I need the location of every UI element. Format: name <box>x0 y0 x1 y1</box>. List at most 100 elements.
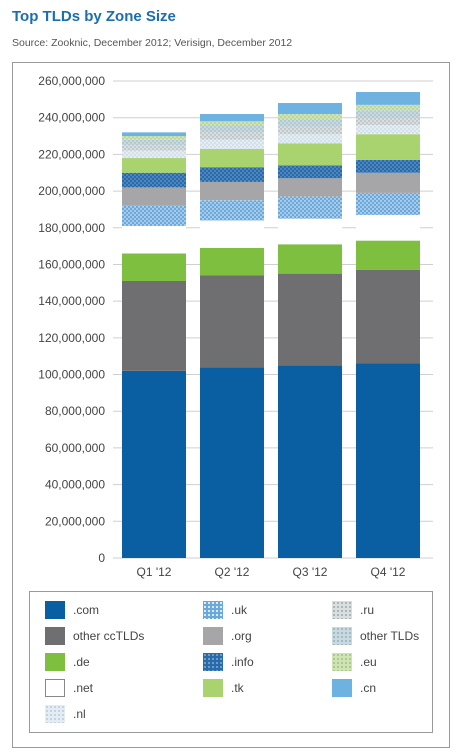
legend-label: .uk <box>231 603 247 617</box>
legend-label: .nl <box>73 707 86 721</box>
legend-item: .uk <box>203 600 247 620</box>
x-tick-label: Q4 '12 <box>371 565 406 579</box>
legend-item: other ccTLDs <box>45 626 144 646</box>
legend-swatch-other_cctlds <box>45 627 65 645</box>
bar-segment-other_tlds <box>278 120 342 127</box>
bar-segment-org <box>122 187 186 205</box>
bar-segment-tk <box>278 143 342 165</box>
legend-item: .ru <box>332 600 374 620</box>
y-tick-label: 200,000,000 <box>38 184 105 198</box>
bar-segment-tk <box>356 134 420 160</box>
y-tick-label: 100,000,000 <box>38 368 105 382</box>
bar-segment-other_tlds <box>200 125 264 132</box>
bar-segment-eu <box>278 114 342 120</box>
legend-label: other ccTLDs <box>73 629 144 643</box>
bar-segment-net <box>122 226 186 254</box>
bar-segment-ru <box>200 132 264 139</box>
legend-label: other TLDs <box>360 629 419 643</box>
legend-swatch-tk <box>203 679 223 697</box>
legend-label: .tk <box>231 681 244 695</box>
x-tick-label: Q1 '12 <box>137 565 172 579</box>
legend-swatch-other_tlds <box>332 627 352 645</box>
legend-swatch-nl <box>45 705 65 723</box>
bar-segment-uk <box>122 206 186 226</box>
bar-segment-org <box>278 178 342 196</box>
bar-segment-tk <box>200 149 264 167</box>
bar-segment-nl <box>122 151 186 158</box>
y-tick-label: 120,000,000 <box>38 331 105 345</box>
legend-item: .eu <box>332 652 377 672</box>
y-tick-label: 160,000,000 <box>38 257 105 271</box>
bar-segment-other_cctlds <box>356 270 420 364</box>
bar-segment-cn <box>278 103 342 114</box>
bar-segment-net <box>278 219 342 245</box>
bar-segment-tk <box>122 158 186 173</box>
y-tick-label: 260,000,000 <box>38 74 105 88</box>
legend-item: .nl <box>45 704 86 724</box>
bar-segment-net <box>356 215 420 241</box>
y-tick-label: 220,000,000 <box>38 147 105 161</box>
bar-segment-com <box>356 364 420 558</box>
bar-segment-eu <box>122 136 186 140</box>
bar-segment-nl <box>356 125 420 134</box>
legend-label: .net <box>73 681 93 695</box>
bar-segment-com <box>122 371 186 558</box>
bar-segment-other_cctlds <box>200 275 264 367</box>
legend-label: .cn <box>360 681 376 695</box>
bar-segment-com <box>278 365 342 558</box>
legend-swatch-ru <box>332 601 352 619</box>
legend-swatch-org <box>203 627 223 645</box>
bar-segment-cn <box>122 132 186 136</box>
bar-segment-info <box>200 167 264 182</box>
legend-label: .info <box>231 655 254 669</box>
bar-segment-ru <box>356 118 420 125</box>
y-tick-label: 20,000,000 <box>45 514 105 528</box>
bar-segment-org <box>200 182 264 200</box>
stacked-bar-chart: 0 20,000,000 40,000,000 60,000,000 80,000,00… <box>0 0 463 590</box>
y-tick-label: 140,000,000 <box>38 294 105 308</box>
y-tick-label: 180,000,000 <box>38 221 105 235</box>
bar-segment-ru <box>122 145 186 151</box>
legend-item: .cn <box>332 678 376 698</box>
legend-swatch-net <box>45 679 65 697</box>
bar-segment-other_cctlds <box>278 274 342 366</box>
legend-swatch-cn <box>332 679 352 697</box>
bar-segment-info <box>122 173 186 188</box>
y-tick-label: 80,000,000 <box>45 404 105 418</box>
legend-item: .org <box>203 626 252 646</box>
legend-label: .ru <box>360 603 374 617</box>
bar-segment-other_cctlds <box>122 281 186 371</box>
y-tick-label: 0 <box>98 551 105 565</box>
bar-segment-cn <box>356 92 420 105</box>
legend-swatch-de <box>45 653 65 671</box>
legend-label: .org <box>231 629 252 643</box>
bar-segment-de <box>200 248 264 276</box>
legend-swatch-uk <box>203 601 223 619</box>
y-tick-label: 60,000,000 <box>45 441 105 455</box>
bar-segment-info <box>278 165 342 178</box>
bar-segment-nl <box>200 140 264 149</box>
x-tick-label: Q2 '12 <box>215 565 250 579</box>
bar-segment-de <box>356 241 420 270</box>
legend-swatch-eu <box>332 653 352 671</box>
y-tick-label: 240,000,000 <box>38 111 105 125</box>
bar-segment-org <box>356 173 420 193</box>
y-tick-label: 40,000,000 <box>45 478 105 492</box>
bar-segment-eu <box>356 105 420 111</box>
legend-label: .com <box>73 603 99 617</box>
bar-segment-other_tlds <box>356 110 420 117</box>
legend-label: .de <box>73 655 90 669</box>
legend-swatch-info <box>203 653 223 671</box>
legend-item: .de <box>45 652 90 672</box>
x-tick-label: Q3 '12 <box>293 565 328 579</box>
bar-segment-de <box>278 244 342 273</box>
bar-segment-de <box>122 253 186 281</box>
legend-item: .net <box>45 678 93 698</box>
bar-segment-cn <box>200 114 264 121</box>
legend-item: other TLDs <box>332 626 419 646</box>
bar-segment-uk <box>278 197 342 219</box>
bar-segment-ru <box>278 127 342 134</box>
bar-segment-info <box>356 160 420 173</box>
bar-segment-other_tlds <box>122 140 186 146</box>
bar-segment-nl <box>278 134 342 143</box>
